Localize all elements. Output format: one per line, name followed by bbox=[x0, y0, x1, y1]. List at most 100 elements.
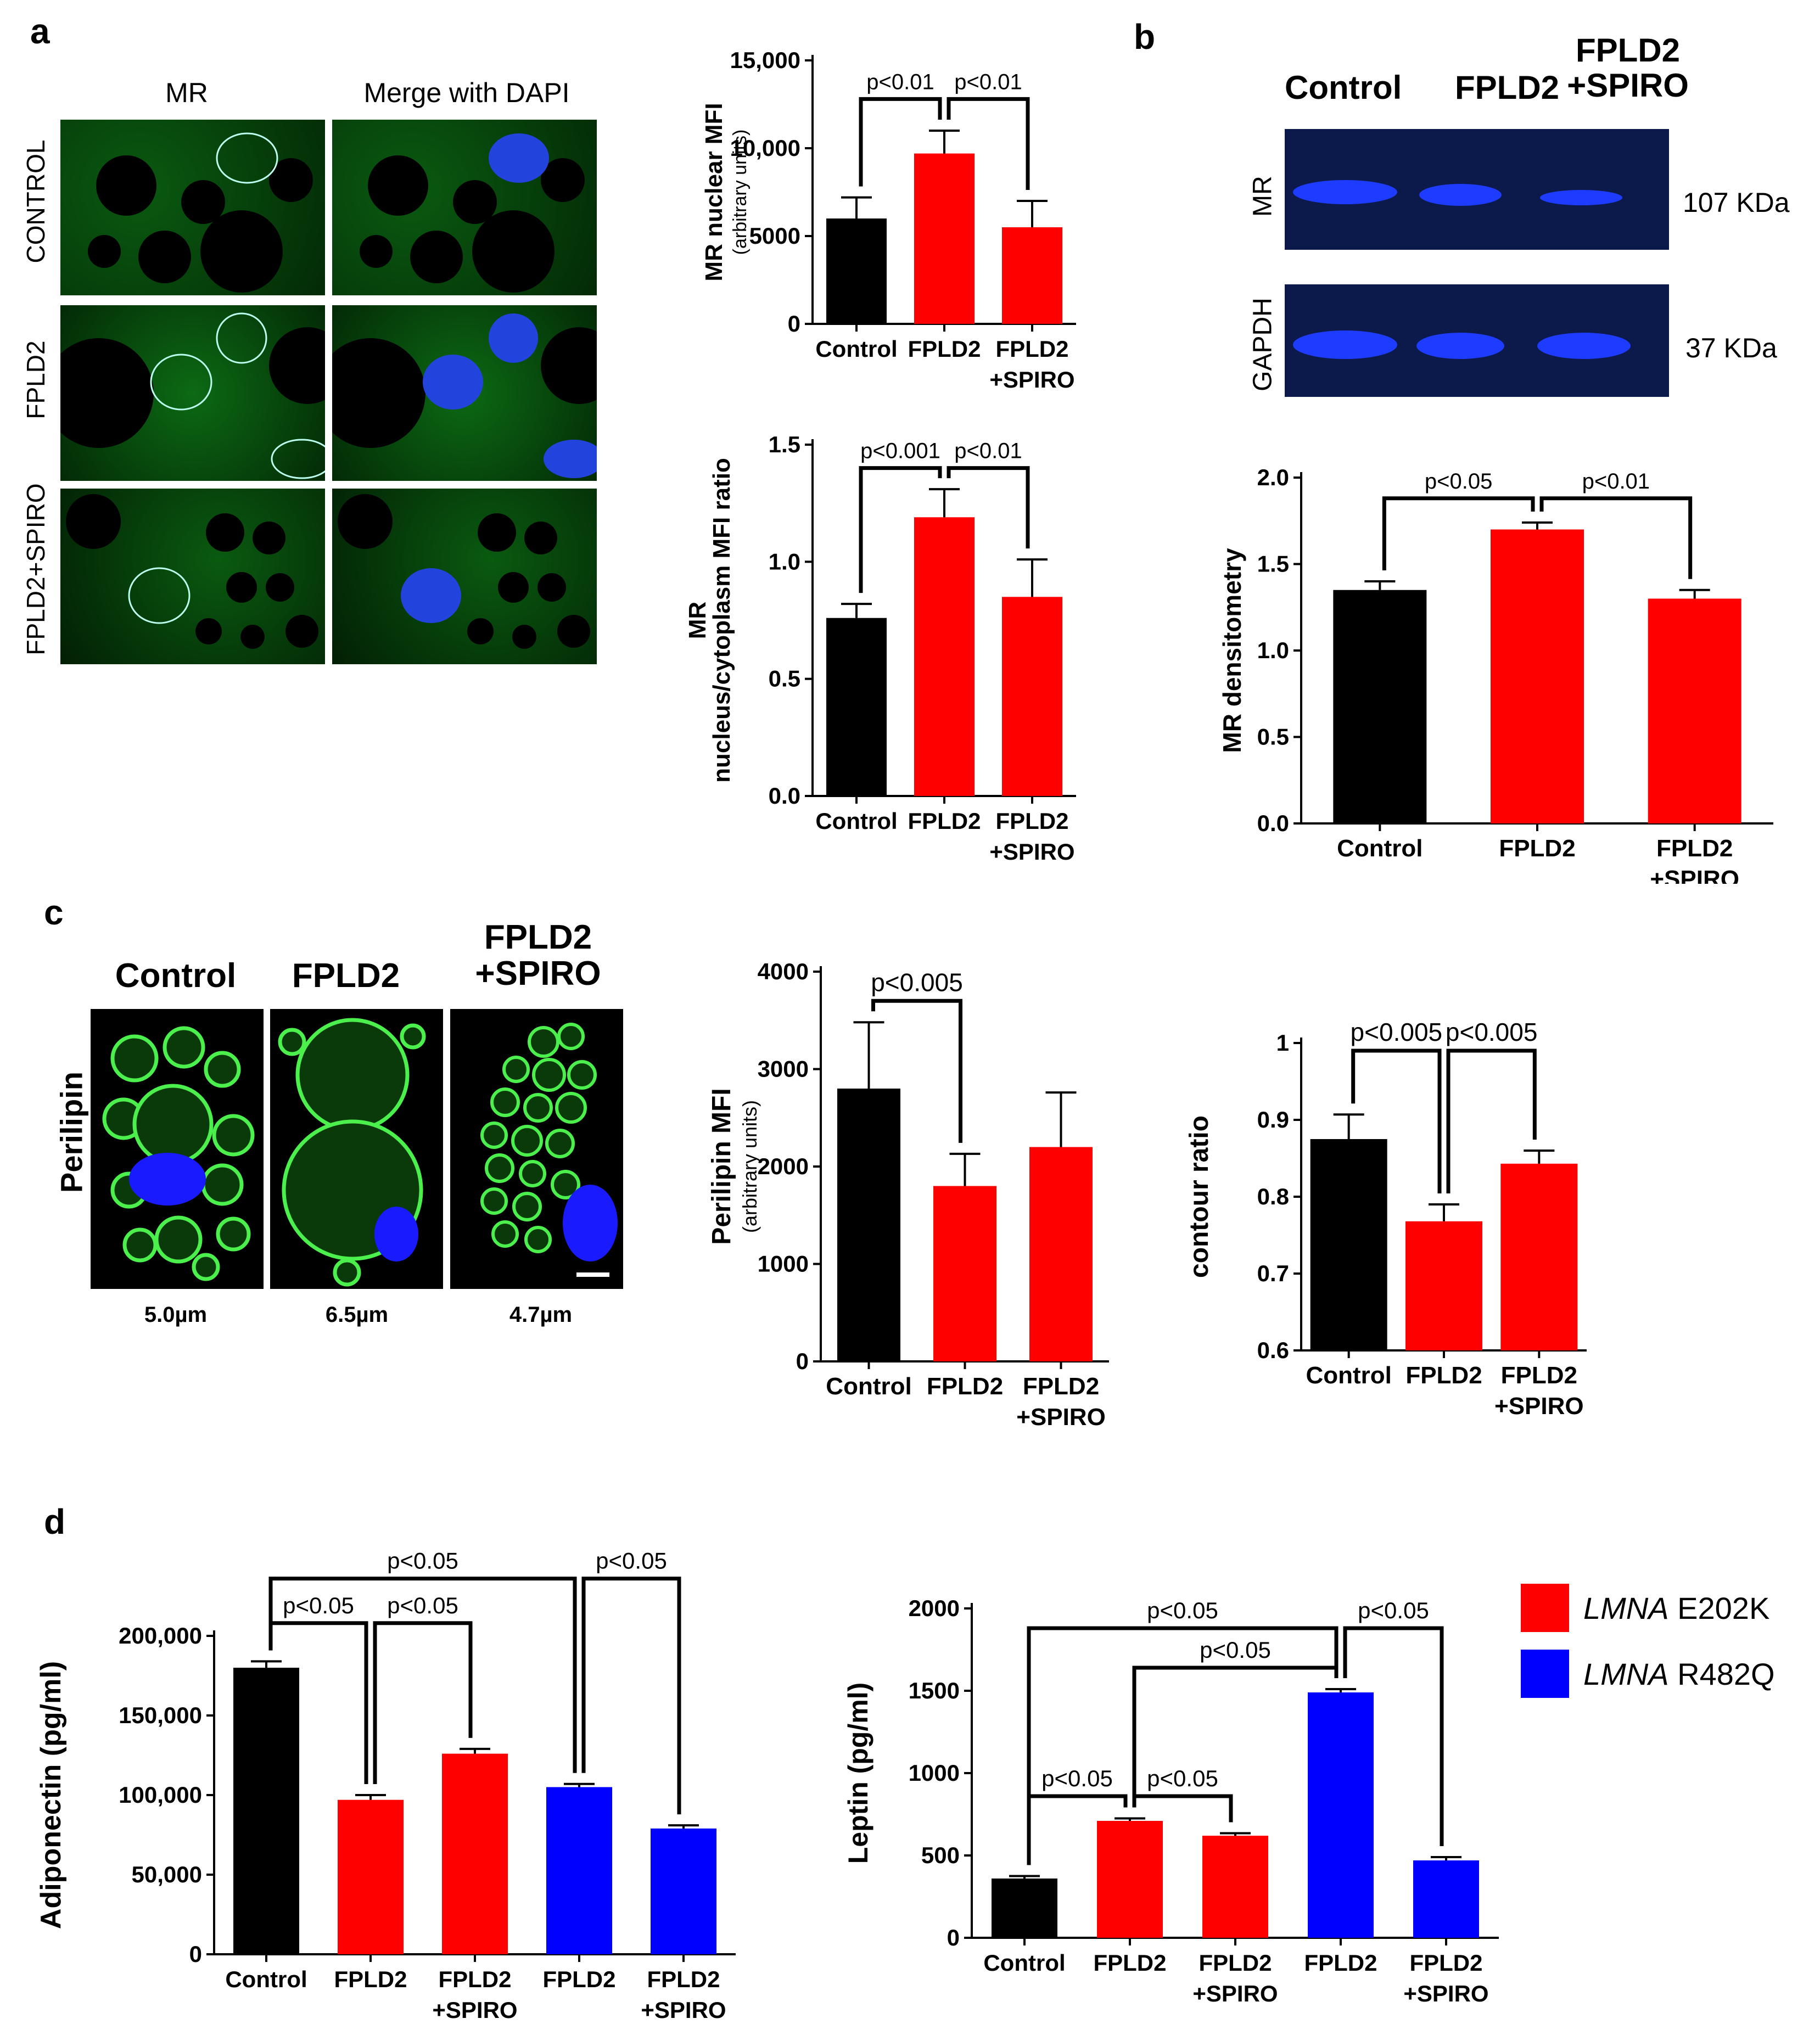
row-label-fpld2-spiro: FPLD2+SPIRO bbox=[21, 483, 50, 655]
y-tick-label: 150,000 bbox=[119, 1702, 202, 1728]
micrograph-merge-fpld2 bbox=[332, 305, 597, 481]
x-tick-label: FPLD2 bbox=[908, 336, 981, 362]
significance-bracket bbox=[1027, 1794, 1128, 1865]
bar bbox=[651, 1828, 716, 1954]
legend-item-r482q: LMNA R482Q bbox=[1521, 1650, 1775, 1698]
y-axis-label: contour ratio bbox=[1185, 1115, 1214, 1278]
chart-adiponectin: 0 50,000 100,000 150,000 200,000 Adiponectin … bbox=[35, 1548, 736, 2023]
panel-letter-b: b bbox=[1134, 17, 1156, 57]
micrograph-perilipin-fpld2 bbox=[270, 1009, 443, 1289]
bar bbox=[914, 153, 975, 324]
significance-bracket bbox=[268, 1621, 368, 1784]
x-tick-label: FPLD2 bbox=[647, 1966, 720, 1992]
micrograph-mr-fpld2 bbox=[60, 305, 325, 481]
y-tick-label: 0.7 bbox=[1257, 1260, 1289, 1286]
y-axis-label: MR densitometry bbox=[1218, 548, 1246, 753]
p-value-label: p<0.05 bbox=[387, 1548, 458, 1574]
significance-bracket bbox=[947, 466, 1030, 549]
blot-size-gapdh: 37 KDa bbox=[1685, 333, 1777, 363]
micrograph-mr-control bbox=[60, 120, 325, 295]
y-axis-label-secondary: (arbitrary units) bbox=[730, 130, 751, 255]
x-tick-label: FPLD2 bbox=[1304, 1950, 1377, 1976]
x-tick-label: +SPIRO bbox=[1403, 1981, 1488, 2006]
y-tick-label: 1.5 bbox=[1257, 551, 1289, 577]
bar bbox=[933, 1186, 996, 1361]
bar bbox=[1500, 1163, 1578, 1350]
bar bbox=[1491, 529, 1584, 823]
x-tick-label: +SPIRO bbox=[989, 839, 1074, 865]
significance-bracket bbox=[268, 1577, 577, 1773]
bar bbox=[233, 1668, 299, 1954]
p-value-label: p<0.05 bbox=[1147, 1765, 1218, 1791]
bar bbox=[1097, 1821, 1163, 1938]
y-tick-label: 2000 bbox=[758, 1153, 809, 1179]
lipid-droplets bbox=[60, 312, 325, 479]
bar bbox=[1648, 598, 1741, 823]
p-value-label: p<0.005 bbox=[1351, 1018, 1443, 1046]
p-value-label: p<0.05 bbox=[1425, 469, 1492, 494]
significance-bracket bbox=[859, 97, 942, 187]
western-blot-mr bbox=[1285, 129, 1669, 250]
p-value-label: p<0.05 bbox=[596, 1548, 667, 1574]
bar bbox=[1405, 1221, 1482, 1350]
x-tick-label: Control bbox=[815, 336, 897, 362]
legend-item-e202k: LMNA E202K bbox=[1521, 1584, 1769, 1632]
bar bbox=[1310, 1139, 1387, 1350]
blot-bands bbox=[1293, 330, 1631, 359]
scale-bar bbox=[576, 1272, 609, 1277]
p-value-label: p<0.05 bbox=[387, 1593, 458, 1618]
x-tick-label: FPLD2 bbox=[995, 336, 1068, 362]
bar bbox=[914, 517, 975, 796]
legend-variant: E202K bbox=[1668, 1590, 1770, 1625]
legend-gene: LMNA bbox=[1583, 1656, 1669, 1691]
legend-variant: R482Q bbox=[1668, 1656, 1775, 1691]
p-value-label: p<0.005 bbox=[1446, 1018, 1538, 1046]
y-tick-label: 0.5 bbox=[769, 666, 800, 692]
x-tick-label: +SPIRO bbox=[1494, 1393, 1584, 1420]
significance-bracket bbox=[1027, 1626, 1339, 1865]
significance-bracket bbox=[1446, 1048, 1537, 1193]
x-tick-label: FPLD2 bbox=[1501, 1362, 1577, 1389]
significance-bracket bbox=[947, 97, 1030, 190]
p-value-label: p<0.001 bbox=[860, 439, 940, 463]
x-tick-label: FPLD2 bbox=[1405, 1362, 1482, 1389]
legend-gene: LMNA bbox=[1583, 1590, 1669, 1625]
bar bbox=[338, 1799, 404, 1954]
micrograph-merge-fpld2-spiro bbox=[332, 489, 597, 664]
p-value-label: p<0.01 bbox=[1582, 469, 1650, 494]
blot-label-gapdh: GAPDH bbox=[1248, 298, 1278, 391]
chart-mr-nuclear-mfi: 0 5000 10,000 15,000 MR nuclear MFI (arbitrar… bbox=[701, 47, 1076, 390]
perilipin-droplets bbox=[102, 1026, 255, 1281]
panel-letter-d: d bbox=[44, 1502, 66, 1541]
x-tick-label: +SPIRO bbox=[1650, 866, 1739, 884]
significance-bracket bbox=[1539, 496, 1693, 579]
c-size-fpld2: 6.5µm bbox=[325, 1303, 389, 1327]
bar bbox=[992, 1879, 1057, 1938]
y-axis-label: MR bbox=[684, 602, 711, 639]
x-tick-label: FPLD2 bbox=[1023, 1373, 1099, 1400]
p-value-label: p<0.05 bbox=[1147, 1597, 1218, 1623]
x-tick-label: FPLD2 bbox=[995, 808, 1068, 834]
y-tick-label: 1000 bbox=[758, 1251, 809, 1277]
p-value-label: p<0.01 bbox=[954, 439, 1022, 463]
y-tick-label: 1500 bbox=[909, 1678, 960, 1703]
x-tick-label: FPLD2 bbox=[1656, 835, 1733, 862]
c-col-header-fpld2: FPLD2 bbox=[292, 957, 400, 995]
x-tick-label: Control bbox=[983, 1950, 1065, 1976]
y-tick-label: 5000 bbox=[749, 223, 800, 249]
x-tick-label: Control bbox=[815, 808, 897, 834]
micrograph-mr-fpld2-spiro bbox=[60, 489, 325, 664]
micrograph-perilipin-fpld2-spiro bbox=[450, 1009, 623, 1289]
chart-mr-densitometry: 0.0 0.5 1.0 1.5 2.0 MR densitometry Control FPL… bbox=[1218, 464, 1773, 884]
y-tick-label: 0.8 bbox=[1257, 1184, 1289, 1209]
y-tick-label: 1000 bbox=[909, 1760, 960, 1786]
bar bbox=[826, 618, 887, 796]
blot-header-fpld2-spiro: FPLD2 +SPIRO bbox=[1559, 33, 1696, 103]
y-tick-label: 2.0 bbox=[1257, 464, 1289, 490]
p-value-label: p<0.05 bbox=[1358, 1597, 1429, 1623]
significance-bracket bbox=[1351, 1048, 1442, 1193]
x-tick-label: Control bbox=[1306, 1362, 1391, 1389]
y-tick-label: 1.5 bbox=[769, 431, 800, 457]
x-tick-label: FPLD2 bbox=[908, 808, 981, 834]
legend-swatch-blue bbox=[1521, 1650, 1569, 1698]
